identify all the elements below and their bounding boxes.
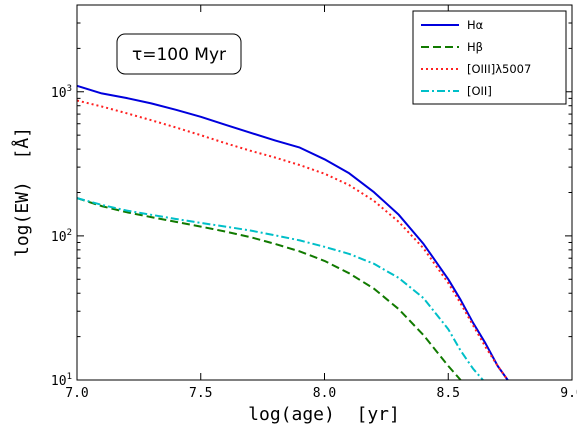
legend-label-1: Hβ xyxy=(467,40,483,54)
legend-label-3: [OII] xyxy=(467,84,492,98)
tick-layer: 7.0 7.5 8.0 8.5 9.0 101 102 103 xyxy=(51,4,577,401)
legend-frame xyxy=(412,10,567,105)
x-tick-label-1: 7.5 xyxy=(189,386,212,401)
series-line-3 xyxy=(76,197,484,381)
y-tick-label-1: 102 xyxy=(51,228,72,245)
x-axis-label: log(age) [yr] xyxy=(248,404,400,425)
legend: Hα Hβ [OIII]λ5007 [OII] xyxy=(412,10,567,105)
x-tick-label-0: 7.0 xyxy=(65,386,88,401)
y-axis-label: log(EW) [Å] xyxy=(11,127,33,257)
series-line-2 xyxy=(76,99,509,381)
series-layer xyxy=(76,84,509,381)
x-tick-label-4: 9.0 xyxy=(560,386,577,401)
series-line-1 xyxy=(76,197,462,381)
x-tick-label-3: 8.5 xyxy=(437,386,460,401)
y-tick-label-0: 101 xyxy=(51,372,72,389)
x-tick-label-2: 8.0 xyxy=(313,386,336,401)
y-tick-label-2: 103 xyxy=(51,84,72,101)
legend-label-2: [OIII]λ5007 xyxy=(467,62,531,76)
annotation-text: τ=100 Myr xyxy=(132,45,226,65)
series-line-0 xyxy=(76,84,509,381)
annotation-box: τ=100 Myr xyxy=(116,33,242,75)
legend-label-0: Hα xyxy=(467,18,484,32)
